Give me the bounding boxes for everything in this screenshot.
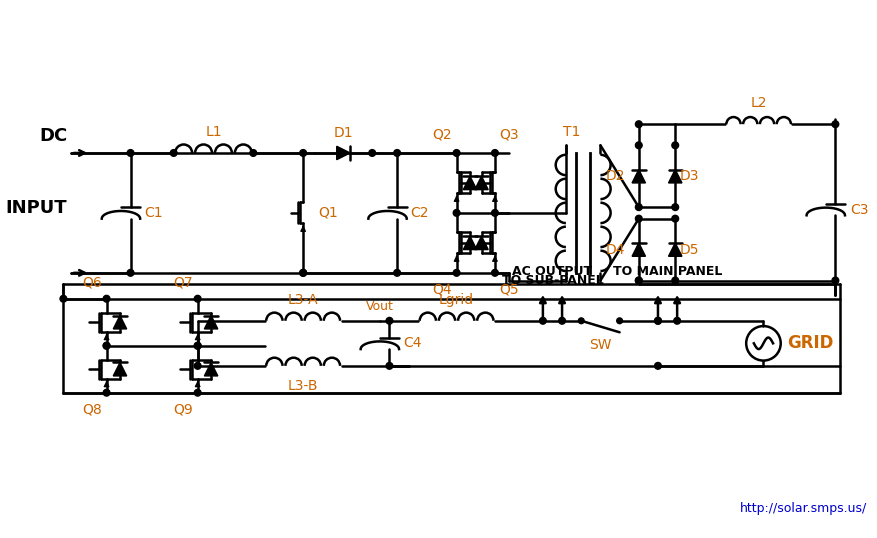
- Polygon shape: [204, 363, 217, 376]
- Circle shape: [299, 270, 306, 276]
- Circle shape: [635, 277, 641, 284]
- Polygon shape: [667, 243, 681, 256]
- Polygon shape: [667, 169, 681, 183]
- Polygon shape: [474, 176, 488, 190]
- Circle shape: [635, 142, 641, 148]
- Text: GRID: GRID: [787, 334, 833, 352]
- Circle shape: [103, 342, 110, 349]
- Circle shape: [453, 270, 460, 276]
- Circle shape: [558, 317, 565, 324]
- Circle shape: [831, 121, 838, 128]
- Polygon shape: [631, 243, 645, 256]
- Circle shape: [578, 318, 583, 324]
- Text: L1: L1: [205, 125, 222, 139]
- Polygon shape: [463, 236, 476, 250]
- Text: D5: D5: [680, 243, 699, 257]
- Circle shape: [635, 277, 641, 284]
- Text: INPUT: INPUT: [5, 199, 68, 217]
- Text: L3-B: L3-B: [288, 379, 318, 393]
- Text: C1: C1: [144, 206, 162, 220]
- Polygon shape: [113, 363, 126, 376]
- Polygon shape: [337, 146, 350, 160]
- Circle shape: [393, 150, 400, 157]
- Circle shape: [194, 390, 201, 396]
- Text: L2: L2: [750, 96, 766, 110]
- Circle shape: [170, 150, 177, 157]
- Circle shape: [671, 215, 678, 222]
- Circle shape: [194, 342, 201, 349]
- Circle shape: [60, 295, 67, 302]
- Text: D4: D4: [605, 243, 624, 257]
- Text: L3-A: L3-A: [288, 293, 318, 307]
- Circle shape: [673, 317, 680, 324]
- Text: C3: C3: [849, 202, 867, 216]
- Text: D3: D3: [680, 169, 699, 183]
- Text: T1: T1: [562, 125, 580, 139]
- Text: Q8: Q8: [82, 402, 102, 416]
- Circle shape: [194, 295, 201, 302]
- Circle shape: [103, 390, 110, 396]
- Circle shape: [103, 295, 110, 302]
- Circle shape: [671, 277, 678, 284]
- Text: Vout: Vout: [366, 300, 394, 313]
- Circle shape: [616, 318, 622, 324]
- Circle shape: [103, 342, 110, 349]
- Circle shape: [491, 270, 498, 276]
- Text: TO SUB-PANEL: TO SUB-PANEL: [501, 274, 602, 287]
- Circle shape: [491, 209, 498, 216]
- Text: D1: D1: [333, 126, 353, 140]
- Polygon shape: [204, 315, 217, 329]
- Text: http://solar.smps.us/: http://solar.smps.us/: [739, 502, 866, 515]
- Text: Q2: Q2: [431, 128, 452, 141]
- Circle shape: [654, 363, 660, 369]
- Text: AC OUTPUT: AC OUTPUT: [512, 265, 592, 278]
- Circle shape: [635, 204, 641, 210]
- Text: Q6: Q6: [82, 275, 102, 289]
- Circle shape: [654, 317, 660, 324]
- Circle shape: [393, 270, 400, 276]
- Circle shape: [127, 270, 133, 276]
- Circle shape: [491, 150, 498, 157]
- Circle shape: [539, 317, 545, 324]
- Circle shape: [654, 317, 660, 324]
- Text: Lgrid: Lgrid: [438, 293, 474, 307]
- Circle shape: [453, 209, 460, 216]
- Polygon shape: [474, 236, 488, 250]
- Circle shape: [386, 317, 392, 324]
- Circle shape: [194, 363, 201, 369]
- Circle shape: [635, 215, 641, 222]
- Text: Q7: Q7: [173, 275, 193, 289]
- Polygon shape: [113, 315, 126, 329]
- Circle shape: [831, 277, 838, 284]
- Polygon shape: [631, 169, 645, 183]
- Text: Q9: Q9: [173, 402, 193, 416]
- Circle shape: [299, 270, 306, 276]
- Circle shape: [453, 150, 460, 157]
- Text: TO MAIN PANEL: TO MAIN PANEL: [612, 265, 722, 278]
- Text: Q1: Q1: [318, 206, 338, 220]
- Circle shape: [250, 150, 256, 157]
- Text: SW: SW: [588, 338, 611, 352]
- Text: Q5: Q5: [499, 282, 519, 296]
- Text: Q3: Q3: [499, 128, 519, 141]
- Polygon shape: [463, 176, 476, 190]
- Circle shape: [671, 204, 678, 210]
- Circle shape: [194, 342, 201, 349]
- Circle shape: [635, 121, 641, 128]
- Circle shape: [386, 363, 392, 369]
- Circle shape: [671, 142, 678, 148]
- Circle shape: [299, 150, 306, 157]
- Circle shape: [368, 150, 375, 157]
- Text: C2: C2: [410, 206, 429, 220]
- Text: D2: D2: [605, 169, 624, 183]
- Circle shape: [127, 150, 133, 157]
- Text: DC: DC: [39, 128, 68, 145]
- Text: Q4: Q4: [431, 282, 452, 296]
- Text: C4: C4: [403, 336, 421, 350]
